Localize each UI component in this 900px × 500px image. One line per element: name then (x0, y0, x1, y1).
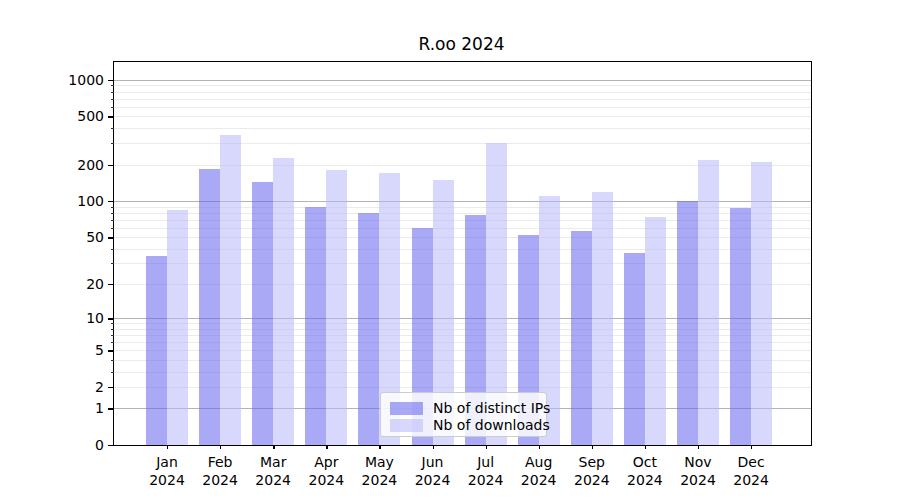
y-tick-mark (108, 284, 114, 285)
bar-distinct-ips-jan (146, 256, 167, 445)
plot-area: Nb of distinct IPs Nb of downloads 01251… (113, 61, 812, 446)
y-minor-tick-mark (111, 329, 114, 330)
y-minor-tick-mark (111, 228, 114, 229)
y-tick-label: 10 (86, 310, 104, 326)
x-tick-label: Feb 2024 (202, 453, 238, 489)
x-tick-label: Jul 2024 (468, 453, 504, 489)
bar-downloads-dec (751, 162, 772, 445)
bar-distinct-ips-apr (305, 207, 326, 445)
y-tick-mark (108, 350, 114, 351)
x-tick-mark (273, 445, 274, 449)
gridline-minor (114, 85, 811, 86)
y-tick-label: 5 (95, 342, 104, 358)
gridline-minor (114, 92, 811, 93)
legend-swatch-downloads (390, 419, 423, 432)
x-tick-mark (592, 445, 593, 449)
y-tick-mark (108, 116, 114, 117)
legend-entry-downloads: Nb of downloads (390, 417, 537, 433)
bar-distinct-ips-oct (624, 253, 645, 445)
y-minor-tick-mark (111, 323, 114, 324)
y-minor-tick-mark (111, 335, 114, 336)
x-tick-mark (167, 445, 168, 449)
y-tick-label: 100 (77, 193, 104, 209)
y-tick-label: 500 (77, 108, 104, 124)
gridline-minor (114, 107, 811, 108)
y-tick-mark (108, 237, 114, 238)
bar-distinct-ips-feb (199, 169, 220, 445)
y-minor-tick-mark (111, 249, 114, 250)
bar-downloads-sep (592, 192, 613, 445)
gridline-minor (114, 143, 811, 144)
x-tick-mark (645, 445, 646, 449)
x-tick-label: Apr 2024 (308, 453, 344, 489)
x-tick-mark (486, 445, 487, 449)
bar-downloads-oct (645, 217, 666, 445)
x-tick-mark (220, 445, 221, 449)
x-tick-mark (698, 445, 699, 449)
x-tick-label: Aug 2024 (521, 453, 557, 489)
bar-downloads-jan (167, 210, 188, 445)
y-minor-tick-mark (111, 99, 114, 100)
y-tick-label: 200 (77, 157, 104, 173)
x-tick-mark (379, 445, 380, 449)
y-tick-label: 1 (95, 400, 104, 416)
x-tick-mark (539, 445, 540, 449)
gridline-minor (114, 116, 811, 117)
bar-downloads-nov (698, 160, 719, 445)
legend-entry-distinct-ips: Nb of distinct IPs (390, 400, 537, 416)
x-tick-label: May 2024 (362, 453, 398, 489)
x-tick-mark (751, 445, 752, 449)
legend-swatch-distinct-ips (390, 402, 423, 415)
x-tick-mark (433, 445, 434, 449)
y-minor-tick-mark (111, 372, 114, 373)
y-minor-tick-mark (111, 342, 114, 343)
bar-distinct-ips-nov (677, 201, 698, 445)
bar-distinct-ips-sep (571, 231, 592, 445)
x-tick-label: Mar 2024 (255, 453, 291, 489)
y-minor-tick-mark (111, 85, 114, 86)
y-tick-mark (108, 445, 114, 446)
bar-distinct-ips-dec (730, 208, 751, 445)
gridline-major (114, 80, 811, 81)
x-tick-label: Nov 2024 (680, 453, 716, 489)
y-tick-label: 0 (95, 437, 104, 453)
chart-title: R.oo 2024 (113, 34, 810, 54)
y-minor-tick-mark (111, 220, 114, 221)
x-tick-label: Jun 2024 (415, 453, 451, 489)
y-tick-label: 2 (95, 379, 104, 395)
y-minor-tick-mark (111, 213, 114, 214)
bar-downloads-mar (273, 158, 294, 445)
gridline-minor (114, 128, 811, 129)
y-tick-mark (108, 387, 114, 388)
figure: R.oo 2024 Nb of distinct IPs Nb of downl… (0, 0, 900, 500)
y-tick-mark (108, 408, 114, 409)
y-tick-label: 20 (86, 276, 104, 292)
legend-label-downloads: Nb of downloads (433, 417, 550, 433)
y-minor-tick-mark (111, 360, 114, 361)
legend-label-distinct-ips: Nb of distinct IPs (433, 400, 550, 416)
y-tick-mark (108, 201, 114, 202)
x-tick-mark (326, 445, 327, 449)
bar-distinct-ips-mar (252, 182, 273, 445)
bar-distinct-ips-may (358, 213, 379, 445)
bar-downloads-feb (220, 135, 241, 445)
y-minor-tick-mark (111, 263, 114, 264)
y-minor-tick-mark (111, 128, 114, 129)
y-tick-label: 50 (86, 229, 104, 245)
y-minor-tick-mark (111, 207, 114, 208)
legend: Nb of distinct IPs Nb of downloads (380, 392, 547, 437)
x-tick-label: Jan 2024 (149, 453, 185, 489)
y-minor-tick-mark (111, 107, 114, 108)
bar-downloads-apr (326, 170, 347, 445)
y-tick-mark (108, 318, 114, 319)
x-tick-label: Dec 2024 (733, 453, 769, 489)
y-minor-tick-mark (111, 143, 114, 144)
gridline-minor (114, 99, 811, 100)
y-tick-label: 1000 (68, 72, 104, 88)
x-tick-label: Sep 2024 (574, 453, 610, 489)
y-tick-mark (108, 165, 114, 166)
y-minor-tick-mark (111, 92, 114, 93)
x-tick-label: Oct 2024 (627, 453, 663, 489)
y-tick-mark (108, 80, 114, 81)
